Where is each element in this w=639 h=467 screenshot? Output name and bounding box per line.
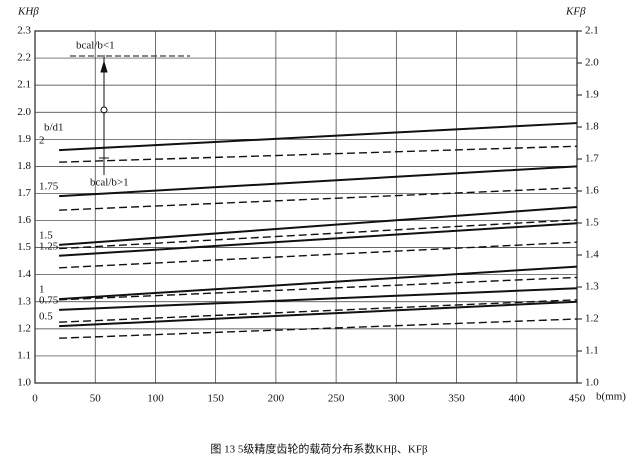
y2-tick-label: 1.5: [585, 217, 599, 229]
solid-line: [59, 165, 578, 198]
x-tick-label: 350: [448, 393, 465, 405]
y2-tick-label: 1.2: [585, 313, 599, 325]
y-tick-label: 2.2: [17, 52, 31, 64]
solid-line: [59, 287, 578, 311]
x-tick-label: 300: [388, 393, 405, 405]
x-tick-label: 450: [569, 393, 586, 405]
solid-line: [59, 222, 578, 257]
dashed-line: [59, 318, 578, 339]
series-label: 1: [39, 284, 45, 296]
dashed-line: [59, 187, 578, 211]
group-label: b/d1: [44, 122, 64, 134]
plot-frame: [34, 30, 578, 384]
x-tick-label: 150: [207, 393, 224, 405]
solid-line: [59, 300, 578, 328]
x-tick-label: 50: [90, 393, 102, 405]
y-tick-label: 1.1: [17, 349, 31, 361]
y2-tick-label: 2.0: [585, 57, 599, 69]
dashed-line: [59, 276, 578, 301]
y-tick-label: 1.3: [17, 295, 31, 307]
y-axis-label: KHβ: [17, 6, 39, 18]
y-tick-label: 1.6: [17, 214, 31, 226]
dashed-line: [59, 299, 578, 323]
series-label: 0.5: [39, 311, 53, 323]
x-axis-label: b(mm): [596, 391, 626, 403]
y-tick-label: 1.8: [17, 160, 31, 172]
dashed-line: [59, 241, 578, 269]
solid-line: [59, 265, 578, 301]
y2-tick-label: 1.7: [585, 153, 599, 165]
y-tick-label: 2.0: [17, 106, 31, 118]
annotation: bcal/b>1: [90, 177, 129, 189]
y-tick-label: 1.0: [17, 377, 31, 389]
series-label: 1.5: [39, 229, 53, 241]
y-tick-label: 1.2: [17, 322, 31, 334]
x-tick-label: 400: [509, 393, 526, 405]
y2-tick-label: 2.1: [585, 25, 599, 37]
y-tick-label: 2.1: [17, 79, 31, 91]
y2-tick-label: 1.3: [585, 281, 599, 293]
y2-tick-label: 1.1: [585, 345, 599, 357]
x-tick-label: 0: [32, 393, 38, 405]
solid-line: [59, 206, 578, 246]
y2-axis-label: KFβ: [565, 6, 586, 18]
y-tick-label: 1.7: [17, 187, 31, 199]
y2-tick-label: 1.8: [585, 121, 599, 133]
series-label: 1.25: [39, 240, 59, 252]
series-label: 0.75: [39, 294, 59, 306]
y2-tick-label: 1.0: [585, 377, 599, 389]
y-tick-label: 1.4: [17, 268, 31, 280]
dashed-line: [59, 219, 578, 250]
x-tick-label: 200: [268, 393, 285, 405]
x-tick-label: 250: [328, 393, 345, 405]
solid-line: [59, 122, 578, 152]
x-tick-label: 100: [147, 393, 164, 405]
caption: 图 13 5级精度齿轮的载荷分布系数KHβ、KFβ: [210, 442, 428, 456]
y2-tick-label: 1.6: [585, 185, 599, 197]
y-tick-label: 1.9: [17, 133, 31, 145]
dashed-line: [59, 145, 578, 163]
y2-tick-label: 1.9: [585, 89, 599, 101]
y-tick-label: 2.3: [17, 25, 31, 37]
y2-tick-label: 1.4: [585, 249, 599, 261]
series-label: 2: [39, 135, 45, 147]
annotation-marker: [70, 55, 190, 175]
y-tick-label: 1.5: [17, 241, 31, 253]
series-label: 1.75: [39, 181, 59, 193]
